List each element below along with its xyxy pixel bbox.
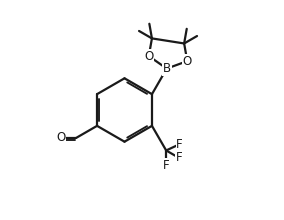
Text: F: F xyxy=(176,151,182,164)
Text: O: O xyxy=(144,50,153,62)
Text: F: F xyxy=(176,138,183,151)
Text: F: F xyxy=(163,159,170,172)
Text: B: B xyxy=(163,62,171,75)
Text: O: O xyxy=(56,131,66,144)
Text: O: O xyxy=(183,55,192,68)
